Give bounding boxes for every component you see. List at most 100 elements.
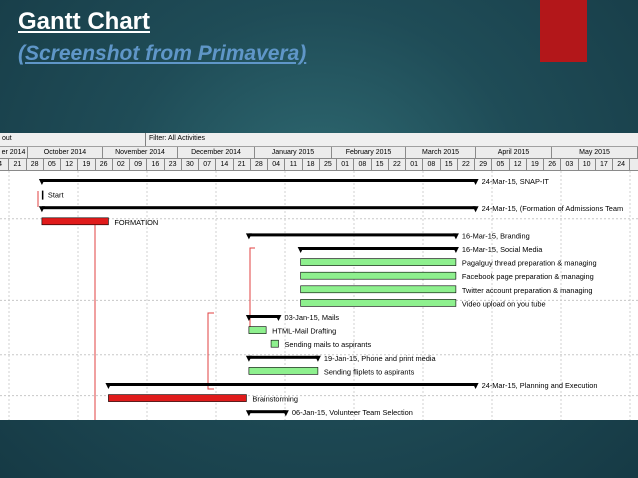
summary-end-marker (472, 383, 479, 389)
day-cell: 15 (372, 159, 389, 170)
day-cell: 22 (458, 159, 475, 170)
bar-label: 16-Mar-15, Social Media (462, 245, 543, 254)
day-cell: 11 (285, 159, 303, 170)
bar-label: Sending fliplets to aspirants (324, 367, 415, 376)
gantt-row[interactable]: Facebook page preparation & managing (300, 271, 594, 281)
day-cell: 26 (544, 159, 562, 170)
month-cell: December 2014 (178, 147, 255, 158)
gantt-row[interactable]: Brainstorming (108, 394, 298, 404)
month-cell: er 2014 (0, 147, 28, 158)
summary-end-marker (245, 233, 252, 240)
task-bar[interactable] (300, 299, 457, 307)
gantt-row[interactable]: 16-Mar-15, Social Media (297, 245, 544, 254)
summary-end-marker (297, 247, 304, 253)
day-cell: 22 (389, 159, 406, 170)
summary-bar[interactable] (248, 410, 286, 414)
day-cell: 17 (596, 159, 613, 170)
summary-end-marker (452, 247, 459, 253)
summary-end-marker (245, 355, 252, 362)
milestone-marker[interactable] (41, 190, 44, 200)
gantt-chart: 24-Mar-15, SNAP-IT Start 24-Mar-15, (Forma… (0, 171, 638, 420)
day-cell: 01 (406, 159, 424, 170)
day-cell: 26 (96, 159, 113, 170)
day-cell: 08 (354, 159, 372, 170)
gantt-row[interactable]: Sending fliplets to aspirants (248, 367, 415, 376)
toolbar-divider (145, 133, 146, 146)
bar-label: 19-Jan-15, Phone and print media (324, 354, 437, 363)
month-cell: November 2014 (103, 147, 178, 158)
summary-end-marker (472, 206, 479, 213)
critical-bar[interactable] (41, 217, 109, 226)
month-cell: October 2014 (28, 147, 103, 158)
gantt-row[interactable]: 24-Mar-15, (Formation of Admissions Team (38, 204, 624, 213)
day-cell: 04 (268, 159, 286, 170)
gantt-row[interactable]: Start (41, 190, 64, 200)
day-cell: 29 (475, 159, 493, 170)
day-cell: 14 (216, 159, 234, 170)
day-cell: 03 (561, 159, 579, 170)
summary-bar[interactable] (248, 233, 456, 237)
bar-label: Brainstorming (252, 395, 298, 404)
day-cell: 01 (337, 159, 355, 170)
summary-bar[interactable] (108, 383, 476, 386)
summary-bar[interactable] (248, 315, 279, 318)
task-bar[interactable] (270, 339, 279, 348)
bar-label: 03-Jan-15, Mails (284, 313, 339, 322)
summary-bar[interactable] (41, 179, 476, 182)
layout-label: out (2, 135, 12, 142)
day-cell: 30 (182, 159, 199, 170)
day-cell: 18 (303, 159, 320, 170)
day-cell: 10 (579, 159, 596, 170)
gantt-row[interactable]: 24-Mar-15, SNAP-IT (38, 177, 550, 186)
day-cell: 05 (492, 159, 510, 170)
day-cell: 16 (147, 159, 165, 170)
day-cell: 15 (441, 159, 458, 170)
gantt-row[interactable]: 06-Jan-15, Volunteer Team Selection (245, 408, 413, 417)
filter-label[interactable]: Filter: All Activities (149, 135, 206, 142)
summary-end-marker (275, 315, 282, 321)
summary-bar[interactable] (300, 247, 456, 250)
day-cell: 24 (613, 159, 631, 170)
summary-end-marker (105, 383, 112, 389)
bar-label: HTML-Mail Drafting (272, 327, 336, 336)
bar-label: 24-Mar-15, (Formation of Admissions Team (482, 204, 624, 213)
bar-label: Video upload on you tube (462, 299, 546, 308)
slide-title: Gantt Chart (18, 8, 150, 35)
task-bar[interactable] (300, 258, 457, 266)
accent-block (540, 0, 587, 62)
task-bar[interactable] (300, 271, 457, 280)
day-cell: 08 (423, 159, 441, 170)
gantt-row[interactable]: 03-Jan-15, Mails (245, 313, 340, 322)
day-cell: 07 (199, 159, 217, 170)
day-cell: 09 (130, 159, 148, 170)
month-cell: March 2015 (406, 147, 476, 158)
day-cell: 19 (78, 159, 96, 170)
day-cell: 28 (27, 159, 44, 170)
bar-label: Sending mails to aspirants (284, 340, 371, 349)
dependency-link (94, 220, 103, 420)
gantt-row[interactable]: Twitter account preparation & managing (300, 285, 593, 295)
summary-bar[interactable] (41, 206, 476, 210)
month-cell: February 2015 (332, 147, 406, 158)
gantt-row[interactable]: 16-Mar-15, Branding (245, 231, 530, 240)
task-bar[interactable] (248, 326, 267, 334)
summary-bar[interactable] (248, 355, 318, 359)
gantt-row[interactable]: FORMATION (41, 217, 158, 227)
task-bar[interactable] (300, 285, 457, 294)
dependency-link (207, 312, 214, 390)
bar-label: FORMATION (114, 218, 158, 227)
bar-label: 06-Jan-15, Volunteer Team Selection (292, 408, 413, 417)
task-bar[interactable] (248, 367, 319, 375)
gantt-row[interactable]: Video upload on you tube (300, 299, 546, 308)
gantt-row[interactable]: 24-Mar-15, Planning and Execution (105, 381, 597, 390)
day-cell: 28 (251, 159, 268, 170)
critical-bar[interactable] (108, 394, 247, 402)
gantt-row[interactable]: Sending mails to aspirants (270, 339, 371, 349)
bar-label: 16-Mar-15, Branding (462, 231, 530, 240)
summary-end-marker (314, 355, 321, 362)
gantt-row[interactable]: HTML-Mail Drafting (248, 326, 336, 336)
gantt-row[interactable]: Pagalguy thread preparation & managing (300, 258, 597, 268)
day-cell: 12 (510, 159, 527, 170)
day-cell: 19 (527, 159, 544, 170)
gantt-row[interactable]: 19-Jan-15, Phone and print media (245, 354, 437, 363)
